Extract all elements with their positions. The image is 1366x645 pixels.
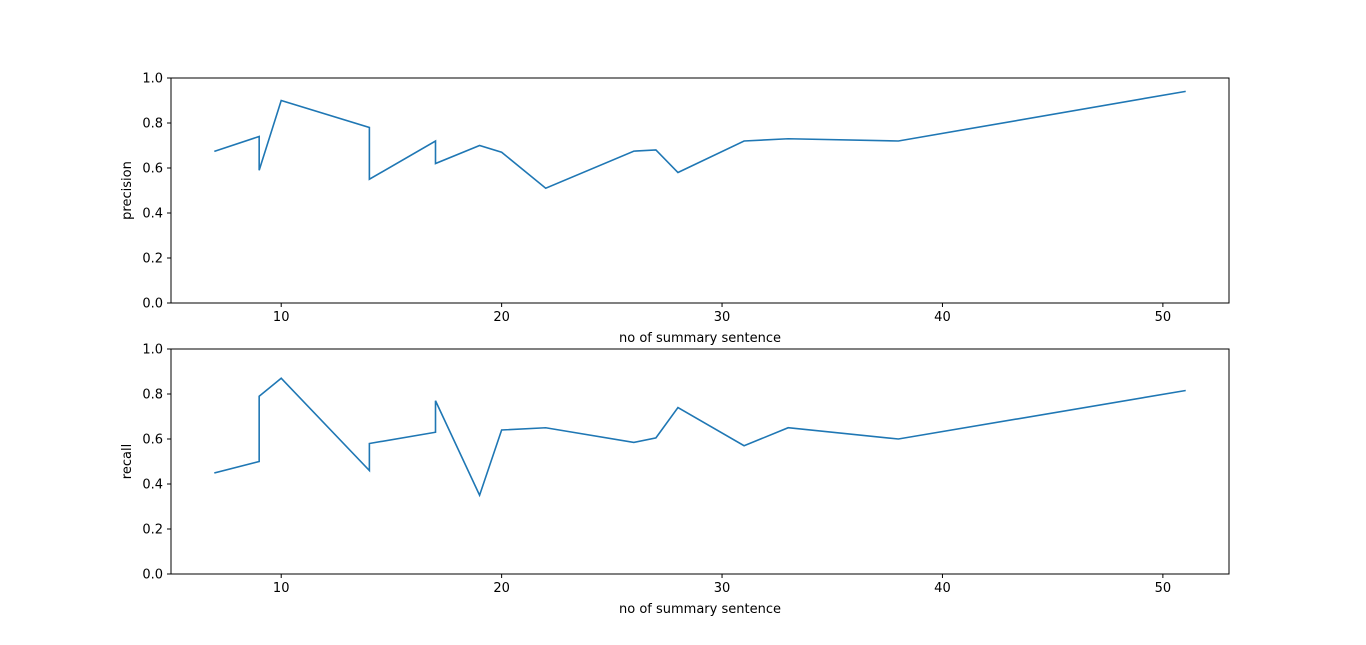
precision-subplot: 10 20 30 40 50 0.0 0.2 0.4 0.6 0.8 1.0 no of summa… bbox=[120, 72, 1230, 346]
precision-x-tick-label: 20 bbox=[493, 310, 510, 325]
precision-x-tick-label: 30 bbox=[714, 310, 731, 325]
recall-series-layer bbox=[214, 377, 1186, 498]
precision-y-tick-label: 0.8 bbox=[142, 117, 163, 132]
precision-y-tick-label: 0.6 bbox=[142, 162, 163, 177]
precision-series-layer bbox=[214, 90, 1186, 190]
recall-y-tick-label: 0.2 bbox=[142, 523, 163, 538]
precision-ticks: 10 20 30 40 50 0.0 0.2 0.4 0.6 0.8 1.0 bbox=[142, 72, 1171, 326]
recall-y-tick-label: 0.8 bbox=[142, 388, 163, 403]
recall-y-tick-label: 0.6 bbox=[142, 433, 163, 448]
precision-x-axis-label: no of summary sentence bbox=[619, 331, 781, 346]
precision-series-line bbox=[214, 90, 1186, 190]
recall-x-tick-label: 10 bbox=[273, 581, 290, 596]
recall-axes-frame bbox=[170, 348, 1230, 575]
recall-y-tick-label: 0.4 bbox=[142, 478, 163, 493]
recall-x-tick-label: 20 bbox=[493, 581, 510, 596]
precision-axes-frame bbox=[170, 77, 1230, 304]
recall-subplot: 10 20 30 40 50 0.0 0.2 0.4 0.6 0.8 1.0 no of summa… bbox=[120, 343, 1230, 617]
precision-y-tick-label: 0.0 bbox=[142, 297, 163, 312]
recall-y-tick-label: 0.0 bbox=[142, 568, 163, 583]
precision-x-tick-label: 10 bbox=[273, 310, 290, 325]
recall-x-axis-label: no of summary sentence bbox=[619, 602, 781, 617]
recall-series-line bbox=[214, 377, 1186, 498]
precision-y-axis-label: precision bbox=[120, 161, 135, 220]
precision-x-tick-label: 50 bbox=[1155, 310, 1172, 325]
precision-y-tick-label: 0.2 bbox=[142, 252, 163, 267]
precision-x-tick-label: 40 bbox=[934, 310, 951, 325]
recall-y-tick-label: 1.0 bbox=[142, 343, 163, 358]
recall-y-axis-label: recall bbox=[120, 444, 135, 479]
precision-y-tick-label: 0.4 bbox=[142, 207, 163, 222]
precision-y-tick-label: 1.0 bbox=[142, 72, 163, 87]
recall-ticks: 10 20 30 40 50 0.0 0.2 0.4 0.6 0.8 1.0 bbox=[142, 343, 1171, 597]
recall-x-tick-label: 50 bbox=[1155, 581, 1172, 596]
recall-x-tick-label: 40 bbox=[934, 581, 951, 596]
recall-x-tick-label: 30 bbox=[714, 581, 731, 596]
